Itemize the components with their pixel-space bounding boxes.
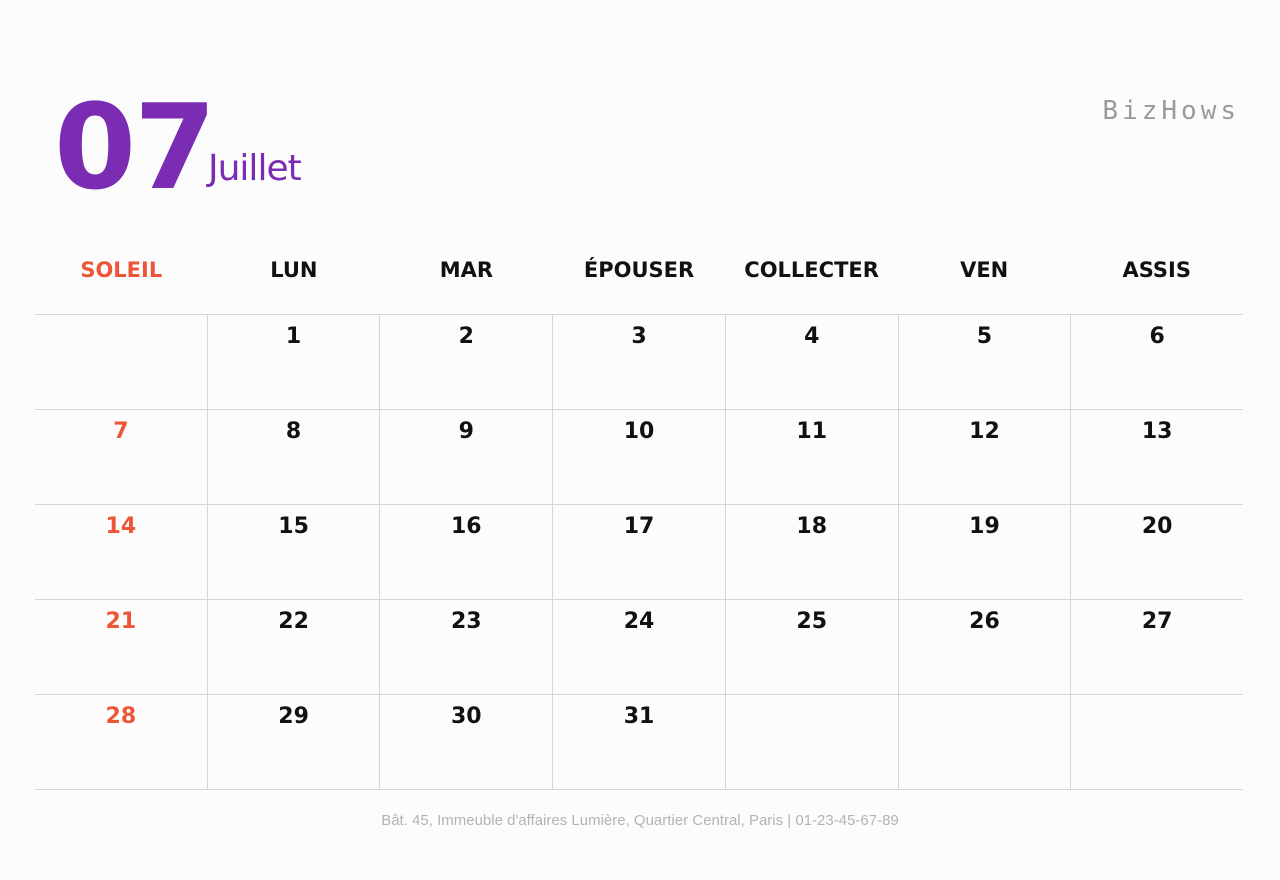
week-row: 1 2 3 4 5 6 xyxy=(35,315,1243,410)
day-cell: 16 xyxy=(379,505,552,599)
day-cell: 14 xyxy=(105,514,137,539)
day-cell: 4 xyxy=(724,315,898,409)
day-cell: 7 xyxy=(113,419,129,444)
week-row: 7 8 9 10 11 12 13 xyxy=(35,410,1243,505)
day-cell: 10 xyxy=(552,410,725,504)
day-cell: 25 xyxy=(724,600,898,694)
day-cell: 22 xyxy=(206,600,380,694)
day-cell: 28 xyxy=(105,704,137,729)
day-cell: 12 xyxy=(897,410,1071,504)
weekday-header: ÉPOUSER xyxy=(583,258,695,282)
weekday-header: LUN xyxy=(270,258,318,282)
day-cell: 6 xyxy=(1070,315,1243,409)
day-cell: 29 xyxy=(206,695,380,789)
weekday-headers: SOLEIL LUN MAR ÉPOUSER COLLECTER VEN ASS… xyxy=(35,258,1243,282)
calendar-grid: 1 2 3 4 5 6 7 8 9 10 11 12 13 14 15 16 1… xyxy=(35,314,1243,790)
day-cell: 24 xyxy=(552,600,725,694)
day-cell: 13 xyxy=(1070,410,1243,504)
week-row: 21 22 23 24 25 26 27 xyxy=(35,600,1243,695)
day-cell xyxy=(1070,695,1243,789)
day-cell xyxy=(897,695,1071,789)
day-cell: 1 xyxy=(206,315,380,409)
day-cell: 20 xyxy=(1070,505,1243,599)
day-cell: 30 xyxy=(379,695,552,789)
day-cell: 15 xyxy=(206,505,380,599)
day-cell: 23 xyxy=(379,600,552,694)
weekday-header: ASSIS xyxy=(1122,258,1192,282)
day-cell: 26 xyxy=(897,600,1071,694)
weekday-header: MAR xyxy=(439,258,494,282)
day-cell: 18 xyxy=(724,505,898,599)
brand-logo: BizHows xyxy=(1102,96,1240,126)
weekday-header: COLLECTER xyxy=(744,258,879,282)
day-cell xyxy=(35,315,207,409)
day-cell: 3 xyxy=(552,315,725,409)
weekday-header: SOLEIL xyxy=(80,258,163,282)
day-cell: 19 xyxy=(897,505,1071,599)
day-cell: 27 xyxy=(1070,600,1243,694)
week-row: 14 15 16 17 18 19 20 xyxy=(35,505,1243,600)
day-cell: 9 xyxy=(379,410,552,504)
week-row: 28 29 30 31 xyxy=(35,695,1243,790)
day-cell: 31 xyxy=(552,695,725,789)
footer-address: Bât. 45, Immeuble d'affaires Lumière, Qu… xyxy=(381,812,899,829)
day-cell: 2 xyxy=(379,315,552,409)
day-cell: 8 xyxy=(206,410,380,504)
day-cell: 5 xyxy=(897,315,1071,409)
day-cell: 17 xyxy=(552,505,725,599)
weekday-header: VEN xyxy=(960,258,1009,282)
day-cell: 21 xyxy=(105,609,137,634)
day-cell xyxy=(724,695,898,789)
month-name: Juillet xyxy=(208,148,302,189)
day-cell: 11 xyxy=(724,410,898,504)
month-number: 07 xyxy=(54,78,216,216)
